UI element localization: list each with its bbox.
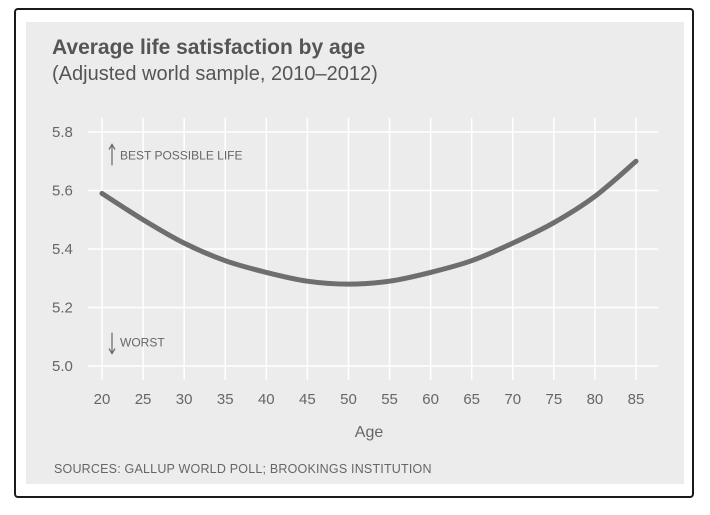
chart-source: SOURCES: GALLUP WORLD POLL; BROOKINGS IN…	[54, 462, 432, 476]
x-tick-label: 70	[504, 391, 521, 408]
chart-title: Average life satisfaction by age	[52, 36, 366, 59]
x-tick-label: 30	[176, 391, 193, 408]
y-tick-label: 5.2	[52, 300, 73, 317]
y-tick-label: 5.8	[52, 124, 73, 141]
x-tick-label: 40	[258, 391, 275, 408]
x-axis-label: Age	[355, 424, 384, 441]
y-tick-label: 5.4	[52, 241, 73, 258]
annotation-best: BEST POSSIBLE LIFE	[120, 148, 243, 162]
annotation-worst: WORST	[120, 336, 165, 350]
x-tick-label: 20	[94, 391, 111, 408]
chart-subtitle: (Adjusted world sample, 2010–2012)	[52, 63, 378, 85]
x-tick-label: 50	[340, 391, 357, 408]
y-tick-labels: 5.0 5.2 5.4 5.6 5.8	[52, 124, 73, 375]
x-tick-label: 25	[135, 391, 152, 408]
x-tick-label: 75	[546, 391, 563, 408]
series-group	[99, 158, 639, 287]
x-tick-label: 85	[628, 391, 645, 408]
x-tick-label: 55	[381, 391, 398, 408]
series-line	[99, 158, 639, 287]
x-tick-label: 35	[217, 391, 234, 408]
x-tick-label: 60	[422, 391, 439, 408]
scale-annotations: BEST POSSIBLE LIFE WORST	[108, 143, 243, 355]
x-tick-label: 80	[587, 391, 604, 408]
up-arrowhead-icon	[108, 143, 116, 150]
x-tick-labels: 20 25 30 35 40 45 50 55 60 65 70 75 80 85	[94, 391, 645, 408]
down-arrowhead-icon	[108, 348, 116, 355]
x-tick-label: 45	[299, 391, 316, 408]
y-tick-label: 5.0	[52, 358, 73, 375]
chart-panel	[26, 22, 684, 484]
y-tick-label: 5.6	[52, 183, 73, 200]
x-tick-label: 65	[463, 391, 480, 408]
